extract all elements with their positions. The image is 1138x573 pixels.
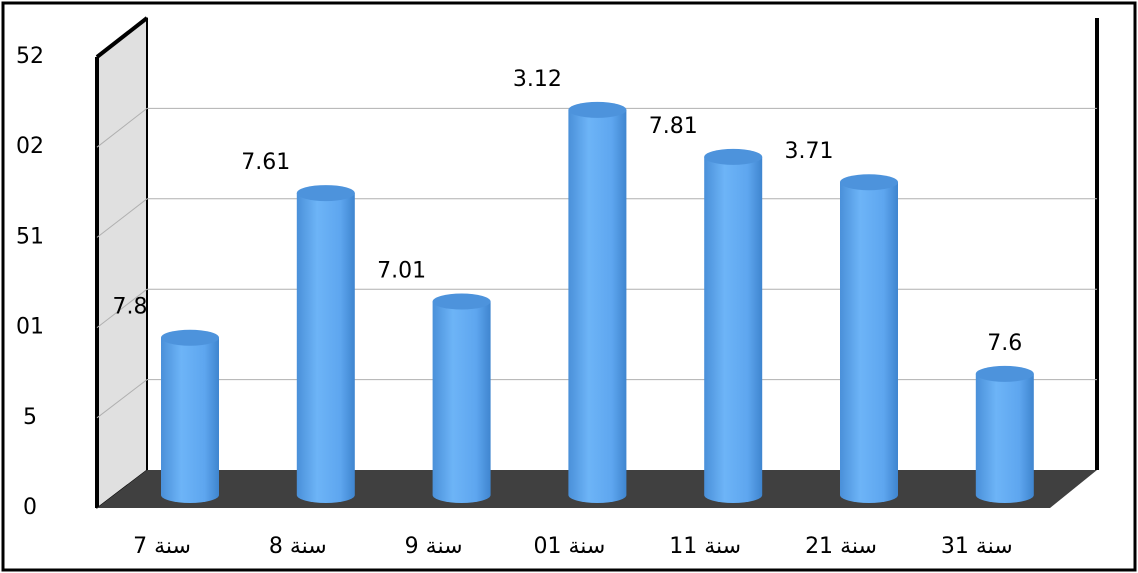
x-tick-label: 21 سنة — [805, 534, 877, 559]
grid-line — [96, 198, 148, 238]
side-wall — [96, 16, 148, 510]
y-tick-label: 5 — [23, 405, 37, 430]
bar-top — [840, 174, 898, 191]
y-tick-label: 52 — [16, 44, 44, 69]
x-tick-label: 31 سنة — [941, 534, 1013, 559]
bar-top — [296, 185, 355, 202]
bar-body — [840, 182, 898, 503]
value-label: 3.71 — [785, 139, 834, 164]
bar-body — [161, 337, 219, 503]
bar-body — [432, 301, 491, 503]
bar-top — [432, 293, 491, 310]
bar-body — [296, 193, 355, 503]
x-tick-label: 11 سنة — [669, 534, 741, 559]
bar — [704, 148, 763, 504]
x-tick-label: 8 سنة — [269, 534, 327, 559]
value-label: 7.61 — [241, 150, 290, 175]
grid-line — [96, 288, 148, 328]
bar-body — [704, 156, 763, 504]
y-tick-label: 02 — [16, 134, 44, 159]
y-tick-label: 51 — [16, 224, 44, 249]
value-label: 7.6 — [987, 331, 1022, 356]
bar-top — [704, 148, 763, 165]
x-tick-label: 9 سنة — [405, 534, 463, 559]
bar-body — [975, 373, 1034, 504]
bar — [432, 293, 491, 503]
value-label: 3.12 — [513, 67, 562, 92]
side-edge — [95, 16, 149, 59]
bar-body — [568, 109, 627, 504]
grid-line — [96, 108, 148, 148]
x-tick-label: 01 سنة — [533, 534, 605, 559]
bar — [296, 185, 355, 503]
value-label: 7.8 — [113, 295, 148, 320]
bar — [161, 329, 219, 503]
bar-top — [975, 365, 1034, 382]
y-tick-label: 0 — [23, 495, 37, 520]
bar — [975, 365, 1034, 504]
value-label: 7.81 — [649, 114, 698, 139]
bar-top — [568, 101, 627, 118]
bar — [568, 101, 627, 504]
x-tick-label: 7 سنة — [133, 534, 191, 559]
bar — [840, 174, 898, 503]
bar-top — [161, 329, 219, 346]
value-label: 7.01 — [377, 259, 426, 284]
grid-line — [96, 379, 148, 419]
y-tick-label: 01 — [16, 315, 44, 340]
